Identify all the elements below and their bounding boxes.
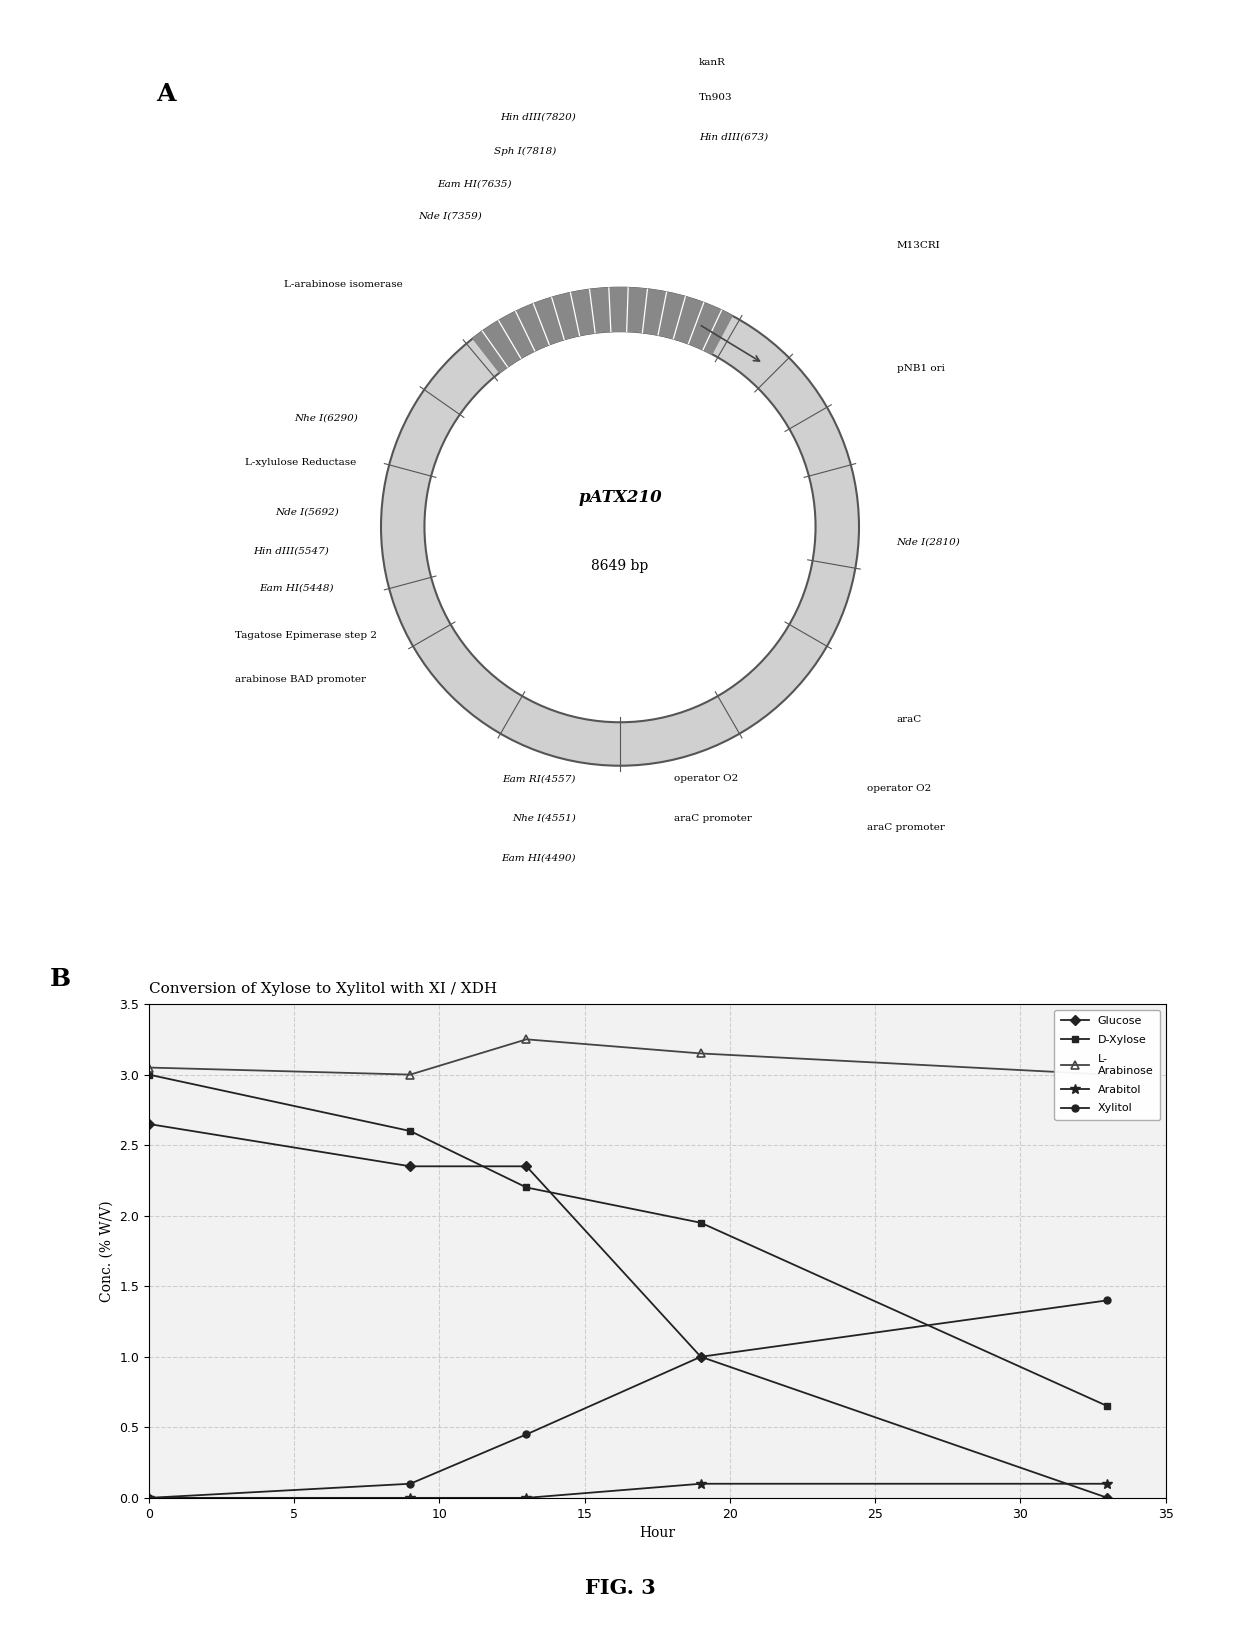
Glucose xyxy=(1100,1488,1115,1508)
Xylitol xyxy=(1100,1290,1115,1310)
Text: Nde I(7359): Nde I(7359) xyxy=(418,211,481,221)
Circle shape xyxy=(424,331,816,723)
Text: Eam HI(4490): Eam HI(4490) xyxy=(501,853,575,863)
Text: pATX210: pATX210 xyxy=(578,489,662,505)
Arabitol xyxy=(1100,1473,1115,1493)
Text: araC promoter: araC promoter xyxy=(867,823,945,833)
Text: 8649 bp: 8649 bp xyxy=(591,560,649,573)
D-Xylose xyxy=(141,1065,156,1085)
Text: M13CRI: M13CRI xyxy=(897,240,940,250)
Text: arabinose BAD promoter: arabinose BAD promoter xyxy=(234,675,366,685)
Arabitol xyxy=(141,1488,156,1508)
Line: Arabitol: Arabitol xyxy=(144,1478,1112,1503)
Text: L-arabinose isomerase: L-arabinose isomerase xyxy=(284,280,403,290)
Line: Xylitol: Xylitol xyxy=(145,1297,1111,1501)
Text: B: B xyxy=(50,966,71,991)
L-
Arabinose xyxy=(141,1058,156,1078)
Glucose xyxy=(403,1157,418,1177)
Xylitol xyxy=(141,1488,156,1508)
L-
Arabinose xyxy=(693,1044,708,1063)
Xylitol xyxy=(693,1346,708,1366)
D-Xylose xyxy=(1100,1396,1115,1416)
Y-axis label: Conc. (% W/V): Conc. (% W/V) xyxy=(99,1200,114,1302)
Line: L-
Arabinose: L- Arabinose xyxy=(145,1035,1112,1078)
Legend: Glucose, D-Xylose, L-
Arabinose, Arabitol, Xylitol: Glucose, D-Xylose, L- Arabinose, Arabito… xyxy=(1054,1009,1161,1121)
Line: D-Xylose: D-Xylose xyxy=(145,1072,1111,1409)
Text: araC: araC xyxy=(897,714,921,724)
D-Xylose xyxy=(693,1213,708,1233)
Text: Nhe I(6290): Nhe I(6290) xyxy=(295,413,358,423)
Text: Tagatose Epimerase step 2: Tagatose Epimerase step 2 xyxy=(234,630,377,640)
Glucose xyxy=(141,1114,156,1134)
Text: operator O2: operator O2 xyxy=(675,774,739,783)
Text: Nhe I(4551): Nhe I(4551) xyxy=(512,813,575,823)
Arabitol xyxy=(520,1488,534,1508)
Circle shape xyxy=(381,288,859,765)
Arabitol xyxy=(693,1473,708,1493)
D-Xylose xyxy=(403,1121,418,1141)
Text: Nde I(2810): Nde I(2810) xyxy=(897,537,960,546)
L-
Arabinose xyxy=(1100,1065,1115,1085)
Text: operator O2: operator O2 xyxy=(867,783,931,793)
Arabitol xyxy=(403,1488,418,1508)
Text: Eam HI(7635): Eam HI(7635) xyxy=(436,179,511,189)
Xylitol xyxy=(403,1473,418,1493)
Glucose xyxy=(693,1346,708,1366)
Polygon shape xyxy=(472,288,732,372)
D-Xylose xyxy=(520,1177,534,1197)
Text: Hin dIII(673): Hin dIII(673) xyxy=(699,132,768,142)
Text: Nde I(5692): Nde I(5692) xyxy=(275,507,339,517)
Text: pNB1 ori: pNB1 ori xyxy=(897,364,945,374)
X-axis label: Hour: Hour xyxy=(639,1526,676,1541)
Xylitol xyxy=(520,1424,534,1444)
Text: L-xylulose Reductase: L-xylulose Reductase xyxy=(244,458,356,467)
L-
Arabinose xyxy=(520,1029,534,1049)
Text: Eam RI(4557): Eam RI(4557) xyxy=(502,774,575,783)
Text: Hin dIII(5547): Hin dIII(5547) xyxy=(253,546,329,556)
Text: araC promoter: araC promoter xyxy=(675,813,753,823)
Text: kanR: kanR xyxy=(699,58,725,67)
Text: A: A xyxy=(156,82,175,107)
Glucose xyxy=(520,1157,534,1177)
Text: Sph I(7818): Sph I(7818) xyxy=(494,146,556,156)
Text: Conversion of Xylose to Xylitol with XI / XDH: Conversion of Xylose to Xylitol with XI … xyxy=(149,983,497,996)
Text: Eam HI(5448): Eam HI(5448) xyxy=(259,583,334,593)
Text: Tn903: Tn903 xyxy=(699,92,733,102)
L-
Arabinose xyxy=(403,1065,418,1085)
Text: Hin dIII(7820): Hin dIII(7820) xyxy=(500,112,575,122)
Line: Glucose: Glucose xyxy=(145,1121,1111,1501)
Text: FIG. 3: FIG. 3 xyxy=(584,1579,656,1598)
